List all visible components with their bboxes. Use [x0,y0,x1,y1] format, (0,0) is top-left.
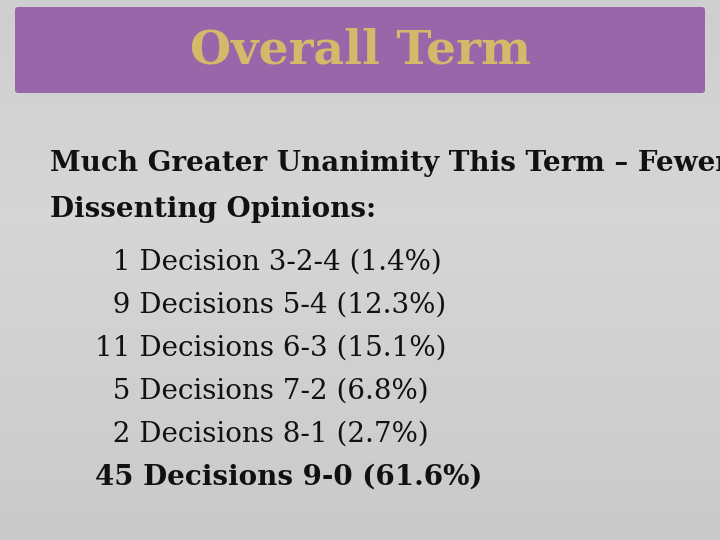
Text: Dissenting Opinions:: Dissenting Opinions: [50,196,376,223]
FancyBboxPatch shape [15,7,705,93]
Text: Overall Term: Overall Term [189,27,531,73]
Text: 9 Decisions 5-4 (12.3%): 9 Decisions 5-4 (12.3%) [95,292,446,319]
Text: Much Greater Unanimity This Term – Fewer: Much Greater Unanimity This Term – Fewer [50,150,720,177]
Text: 1 Decision 3-2-4 (1.4%): 1 Decision 3-2-4 (1.4%) [95,249,442,276]
Text: 5 Decisions 7-2 (6.8%): 5 Decisions 7-2 (6.8%) [95,378,428,405]
Text: 45 Decisions 9-0 (61.6%): 45 Decisions 9-0 (61.6%) [95,464,482,491]
Text: 11 Decisions 6-3 (15.1%): 11 Decisions 6-3 (15.1%) [95,335,446,362]
Text: 2 Decisions 8-1 (2.7%): 2 Decisions 8-1 (2.7%) [95,421,428,448]
